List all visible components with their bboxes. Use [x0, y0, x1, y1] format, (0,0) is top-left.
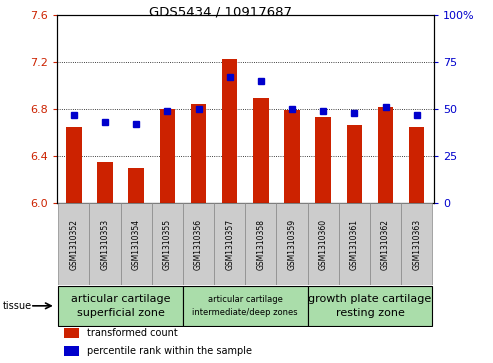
Bar [160, 109, 175, 203]
Text: articular cartilage
superficial zone: articular cartilage superficial zone [71, 294, 171, 318]
Bar [347, 126, 362, 203]
Text: GSM1310357: GSM1310357 [225, 219, 234, 270]
Text: GDS5434 / 10917687: GDS5434 / 10917687 [149, 5, 292, 19]
Bar [89, 203, 121, 285]
FancyBboxPatch shape [64, 328, 79, 338]
Bar [152, 203, 183, 285]
Bar [183, 203, 214, 285]
Bar [253, 98, 269, 203]
Bar [222, 60, 238, 203]
Bar [58, 286, 183, 326]
Text: tissue: tissue [2, 301, 32, 311]
Text: growth plate cartilage
resting zone: growth plate cartilage resting zone [308, 294, 431, 318]
Text: GSM1310361: GSM1310361 [350, 219, 359, 270]
Bar [339, 203, 370, 285]
Text: GSM1310363: GSM1310363 [412, 219, 421, 270]
Text: GSM1310360: GSM1310360 [318, 219, 328, 270]
Text: GSM1310352: GSM1310352 [70, 219, 78, 270]
Bar [308, 203, 339, 285]
Text: GSM1310358: GSM1310358 [256, 219, 265, 270]
Bar [183, 286, 308, 326]
Bar [284, 110, 300, 203]
Bar [191, 104, 206, 203]
Bar [214, 203, 245, 285]
Bar [378, 107, 393, 203]
Text: articular cartilage
intermediate/deep zones: articular cartilage intermediate/deep zo… [192, 295, 298, 317]
Bar [370, 203, 401, 285]
Text: GSM1310353: GSM1310353 [101, 219, 109, 270]
Bar [58, 203, 89, 285]
FancyBboxPatch shape [64, 346, 79, 356]
Bar [66, 127, 82, 203]
Text: percentile rank within the sample: percentile rank within the sample [87, 346, 252, 356]
Text: GSM1310355: GSM1310355 [163, 219, 172, 270]
Bar [409, 127, 424, 203]
Bar [245, 203, 277, 285]
Bar [316, 117, 331, 203]
Text: GSM1310362: GSM1310362 [381, 219, 390, 270]
Bar [277, 203, 308, 285]
Bar [97, 162, 113, 203]
Bar [121, 203, 152, 285]
Bar [308, 286, 432, 326]
Bar [128, 168, 144, 203]
Text: GSM1310354: GSM1310354 [132, 219, 141, 270]
Text: GSM1310356: GSM1310356 [194, 219, 203, 270]
Bar [401, 203, 432, 285]
Text: transformed count: transformed count [87, 328, 177, 338]
Text: GSM1310359: GSM1310359 [287, 219, 296, 270]
